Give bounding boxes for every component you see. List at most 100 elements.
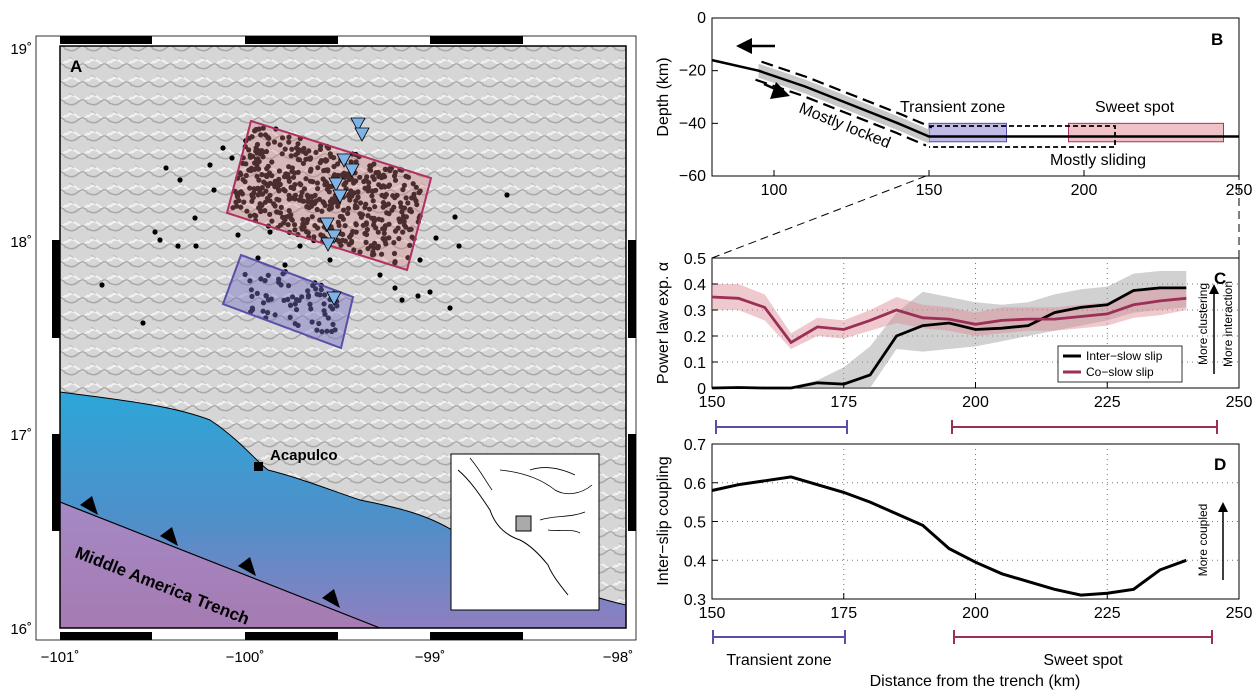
earthquake-dot xyxy=(298,182,304,188)
earthquakes-scattered xyxy=(99,145,510,326)
earthquake-dot xyxy=(326,189,332,195)
mostly-sliding-label: Mostly sliding xyxy=(1050,152,1146,169)
earthquake-dot xyxy=(265,141,271,147)
earthquake-dot xyxy=(370,249,376,255)
panel-b-xtick: 100 xyxy=(761,182,788,199)
panel-d-coupling: 150 175 200 225 250 0.3 0.4 0.5 0.6 0.7 D More co… xyxy=(655,437,1252,622)
earthquake-dot xyxy=(324,328,330,334)
earthquake-dot xyxy=(341,207,347,213)
earthquake-dot xyxy=(355,189,361,195)
panel-d-grid xyxy=(712,444,1239,599)
earthquake-dot xyxy=(352,202,358,209)
map-y-ticks: 19˚ 18˚ 17˚ 16˚ xyxy=(10,41,32,638)
earthquake-dot xyxy=(331,155,337,161)
earthquake-dot xyxy=(303,229,309,235)
earthquake-dot xyxy=(298,193,304,199)
panel-a-map: Acapulco Middle America Trench A −101˚ xyxy=(10,35,637,666)
earthquake-dot xyxy=(364,174,370,180)
earthquake-dot xyxy=(252,160,258,166)
earthquake-dot xyxy=(293,307,300,313)
acapulco-label: Acapulco xyxy=(270,447,338,464)
earthquake-dot xyxy=(327,257,333,263)
earthquake-dot xyxy=(265,163,271,169)
earthquake-dot xyxy=(427,289,433,295)
earthquake-dot xyxy=(342,180,348,187)
earthquake-dot xyxy=(255,255,261,261)
earthquake-dot xyxy=(246,147,252,153)
earthquake-dot xyxy=(248,287,254,293)
panel-c-ytick: 0.5 xyxy=(684,251,706,268)
earthquake-dot xyxy=(363,201,369,207)
earthquake-dot xyxy=(357,174,363,180)
earthquake-dot xyxy=(280,214,286,220)
earthquake-dot xyxy=(408,209,415,215)
earthquake-dot xyxy=(399,209,405,215)
earthquake-dot xyxy=(330,321,336,327)
earthquake-dot xyxy=(371,161,377,167)
earthquake-dot xyxy=(373,170,379,176)
earthquake-dot xyxy=(275,182,282,188)
panel-c-label: C xyxy=(1214,269,1226,288)
earthquake-dot xyxy=(300,225,306,231)
earthquake-dot xyxy=(267,180,273,186)
earthquake-dot xyxy=(229,155,235,161)
earthquake-dot xyxy=(380,200,386,206)
acapulco-marker xyxy=(254,462,263,471)
earthquake-dot xyxy=(394,192,400,198)
earthquake-dot xyxy=(247,185,253,191)
earthquake-dot xyxy=(304,192,310,198)
earthquake-dot xyxy=(259,172,265,178)
earthquake-dot xyxy=(163,165,169,171)
earthquake-dot xyxy=(248,167,254,174)
legend-inter-slow-slip: Inter−slow slip xyxy=(1086,349,1163,363)
panel-c-xtick: 250 xyxy=(1226,394,1253,411)
earthquake-dot xyxy=(399,297,405,303)
earthquake-dot xyxy=(383,192,389,198)
earthquake-dot xyxy=(259,148,265,154)
panel-d-xtick: 200 xyxy=(962,605,989,622)
panel-c-xtick: 200 xyxy=(962,394,989,411)
earthquake-dot xyxy=(286,134,292,140)
earthquake-dot xyxy=(247,213,253,219)
earthquake-dot xyxy=(308,166,314,172)
panel-b-ylabel: Depth (km) xyxy=(655,57,672,136)
earthquake-dot xyxy=(251,186,258,192)
panel-d-xtick: 250 xyxy=(1226,605,1253,622)
earthquake-dot xyxy=(348,159,354,165)
earthquake-dot xyxy=(249,307,256,313)
earthquake-dot xyxy=(244,208,250,214)
earthquake-dot xyxy=(379,175,385,181)
panel-b-frame xyxy=(711,17,1240,177)
tremor-station-triangle xyxy=(320,237,336,252)
earthquake-dot xyxy=(309,199,315,205)
panel-c-ytick: 0.3 xyxy=(684,303,706,320)
legend-co-slow-slip: Co−slow slip xyxy=(1086,365,1154,379)
sliding-dashed-outline xyxy=(929,125,1116,148)
earthquake-dot xyxy=(357,200,364,206)
earthquake-dot xyxy=(207,162,213,168)
earthquake-dot xyxy=(276,279,282,285)
earthquake-dot xyxy=(263,293,269,299)
earthquake-dot xyxy=(452,214,458,220)
earthquake-dot xyxy=(269,218,275,224)
earthquake-dot xyxy=(269,159,275,165)
panel-d-ytick: 0.4 xyxy=(684,553,706,570)
earthquake-dot xyxy=(310,282,316,289)
earthquake-dot xyxy=(157,237,163,243)
earthquake-dot xyxy=(293,152,299,158)
earthquake-dot xyxy=(193,243,199,249)
tremor-station-triangle xyxy=(350,117,366,132)
earthquake-dot xyxy=(415,293,421,299)
earthquake-dot xyxy=(300,216,306,223)
earthquake-dot xyxy=(411,191,417,197)
earthquake-dot xyxy=(321,200,327,206)
map-ytick: 17˚ xyxy=(10,427,32,444)
earthquake-dot xyxy=(267,211,273,217)
earthquake-dot xyxy=(318,143,324,149)
earthquake-dot xyxy=(342,174,348,180)
earthquake-dot xyxy=(305,288,311,294)
locked-dashed-outline xyxy=(755,60,933,147)
panel-d-frame xyxy=(711,443,1240,600)
earthquake-dot xyxy=(238,172,244,178)
